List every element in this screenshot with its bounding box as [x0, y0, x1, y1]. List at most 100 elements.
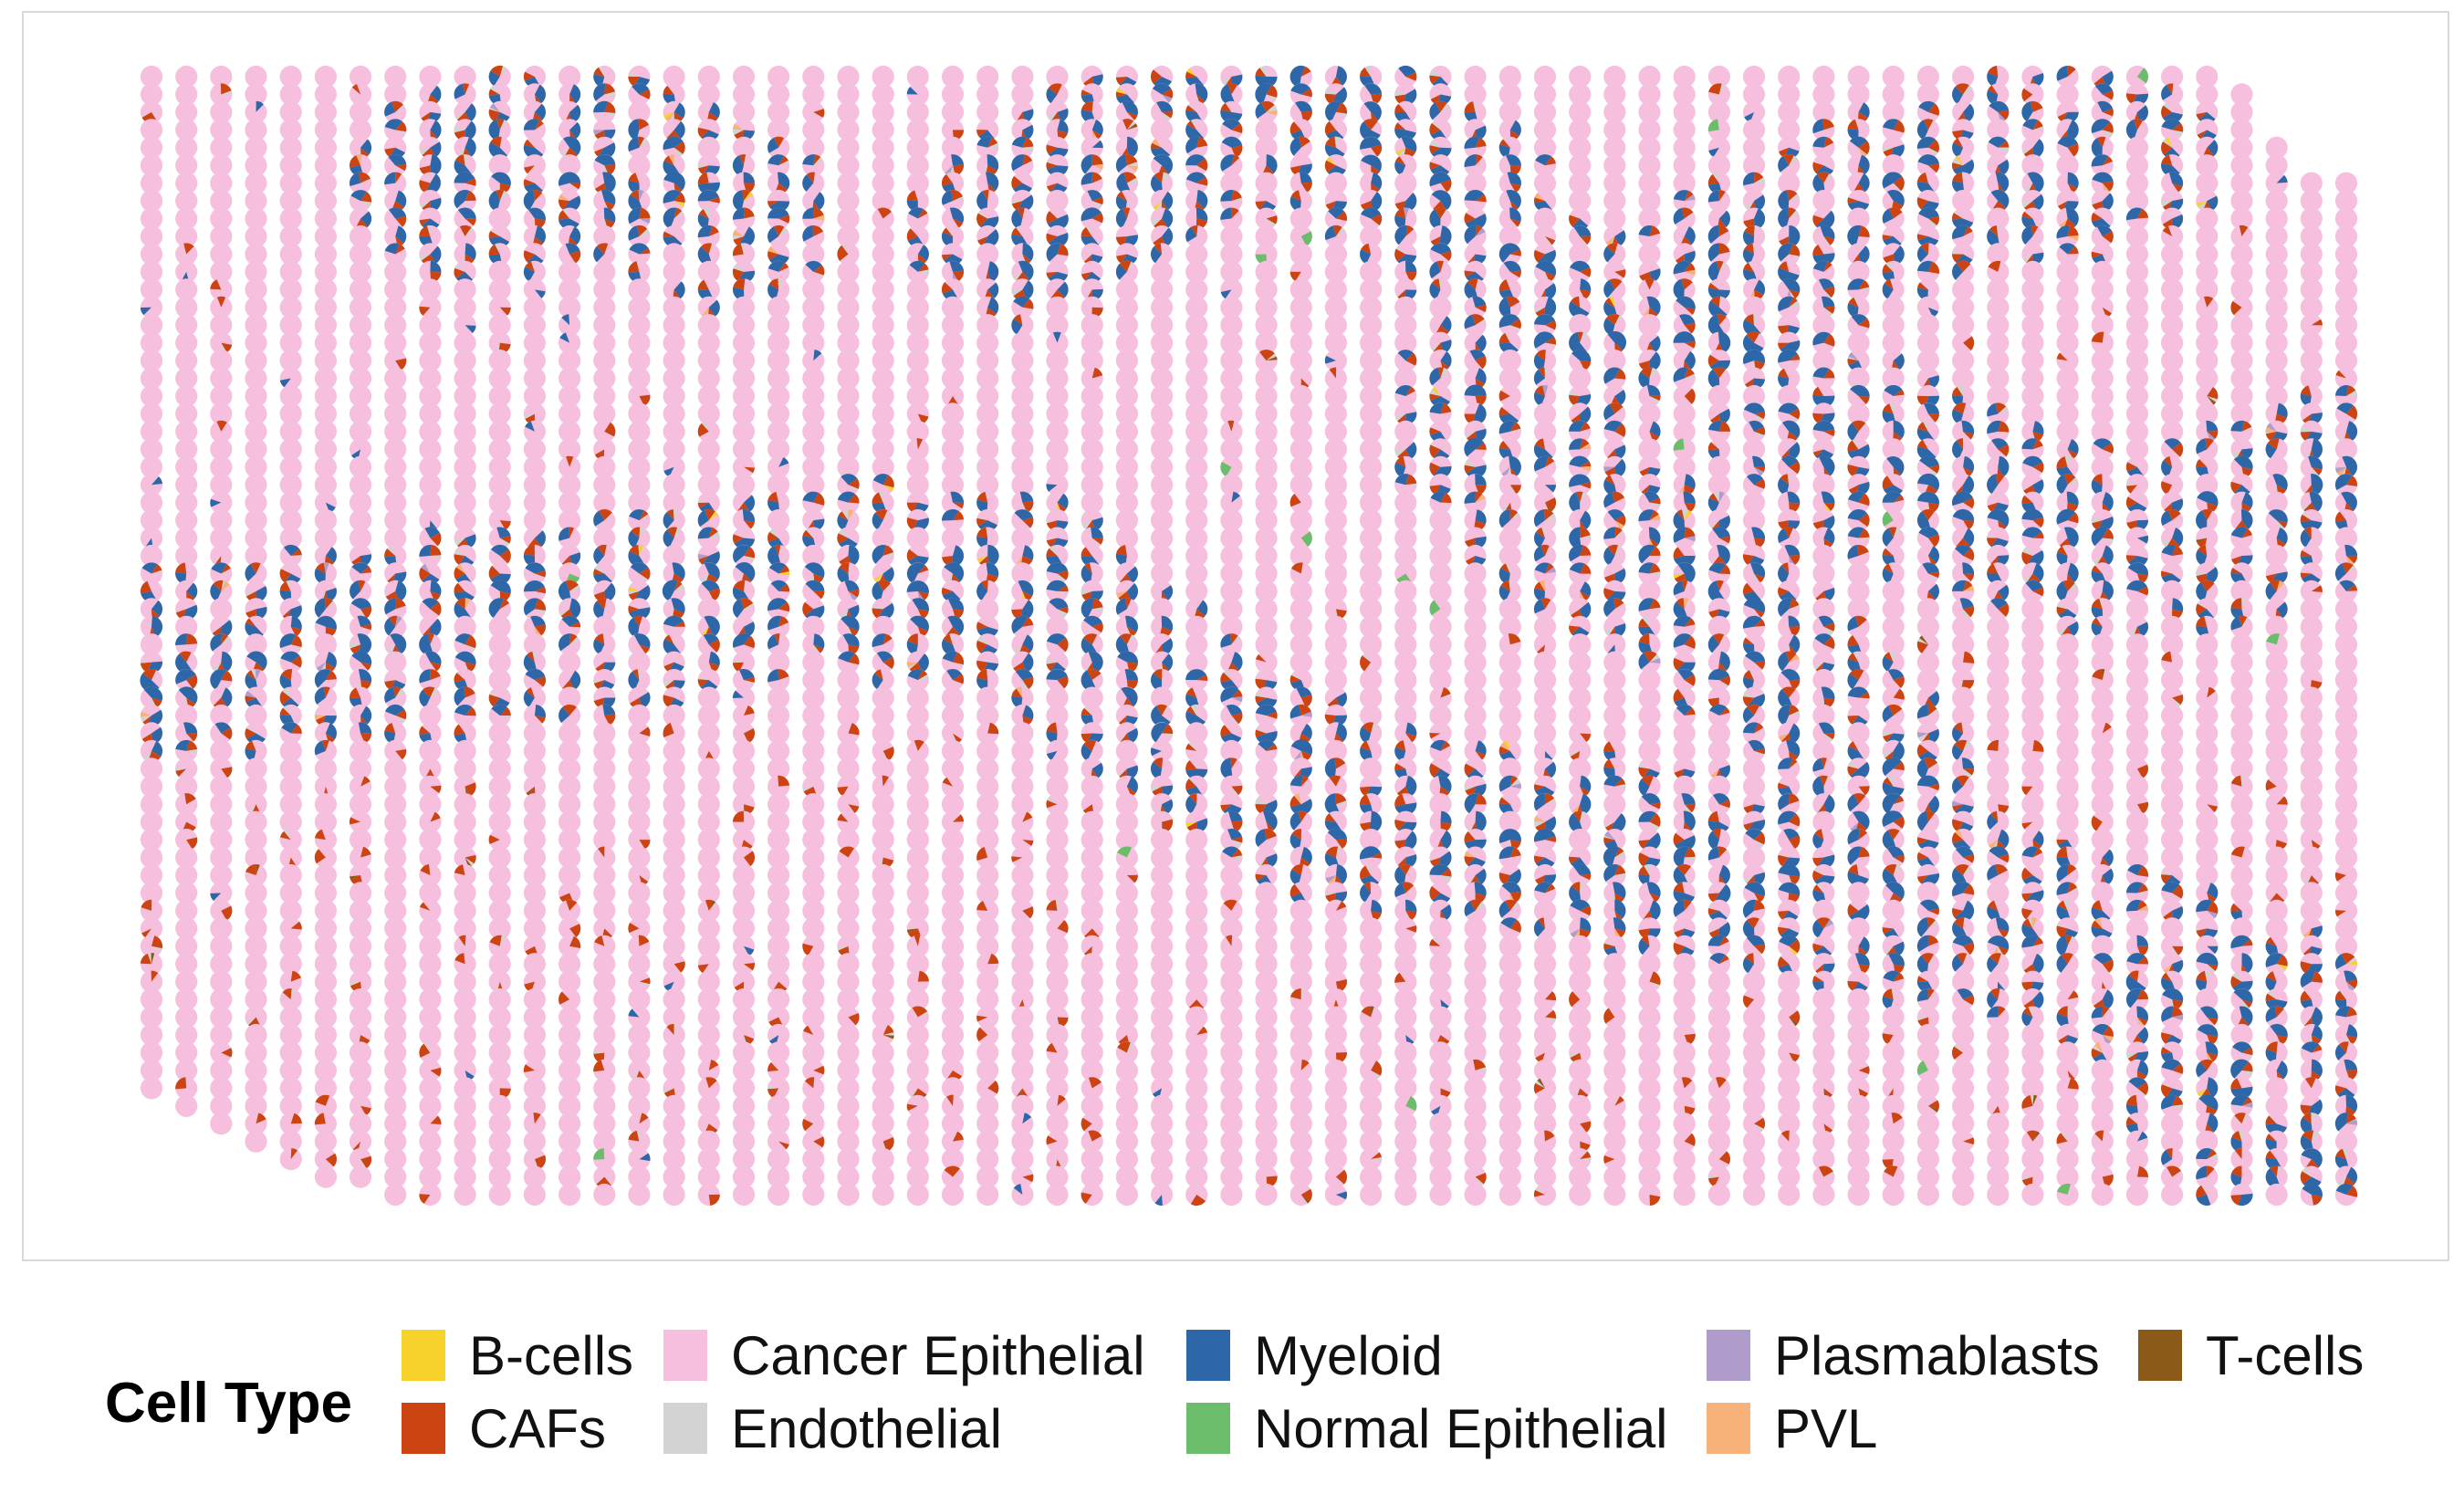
spot-slice-cancer-epithelial — [941, 83, 965, 106]
spot-pie — [1882, 100, 1905, 123]
spot-pie — [1882, 65, 1905, 89]
spot-pie — [697, 119, 720, 141]
spot-slice-cancer-epithelial — [837, 100, 860, 123]
spot-slice-cafs — [1429, 122, 1441, 135]
spot-slice-myeloid — [628, 119, 640, 141]
spot-slice-cafs — [2021, 88, 2033, 102]
spot-slice-cancer-epithelial — [1778, 83, 1801, 106]
spot-pie — [593, 83, 616, 106]
spot-slice-cancer-epithelial — [349, 65, 372, 89]
spot-pie — [1115, 100, 1138, 123]
spot-slice-myeloid — [1364, 83, 1383, 95]
spot-slice-cancer-epithelial — [245, 83, 267, 106]
spot-slice-cancer-epithelial — [941, 65, 965, 89]
spot-slice-pvl — [732, 123, 744, 131]
spot-pie — [175, 83, 198, 106]
spot-slice-myeloid — [1398, 65, 1416, 77]
spot-slice-myeloid — [1289, 65, 1305, 88]
spot-slice-myeloid — [1673, 331, 1696, 343]
spot-slice-cancer-epithelial — [419, 65, 442, 89]
spot-pie — [1707, 83, 1730, 106]
spot-slice-cafs — [1360, 67, 1372, 77]
spot-slice-cancer-epithelial — [767, 83, 790, 106]
spot-slice-cancer-epithelial — [245, 65, 267, 89]
spot-pie — [1185, 83, 1208, 106]
spot-pie — [941, 100, 965, 123]
spot-slice-cancer-epithelial — [1498, 65, 1521, 89]
spot-slice-cancer-epithelial — [1533, 83, 1557, 106]
spot-slice-cafs — [1324, 120, 1336, 135]
spot-slice-myeloid — [569, 121, 581, 139]
spot-pie — [1360, 119, 1383, 141]
spot-slice-myeloid — [732, 207, 745, 220]
spot-slice-myeloid — [1787, 491, 1801, 504]
spot-slice-cafs — [976, 130, 988, 137]
spot-slice-cancer-epithelial — [976, 83, 999, 106]
spot-slice-cancer-epithelial — [1916, 83, 1939, 106]
spot-slice-endothelial — [1259, 66, 1267, 77]
spot-slice-myeloid — [2021, 101, 2033, 122]
spot-slice-cancer-epithelial — [802, 119, 825, 141]
spot-slice-myeloid — [1509, 120, 1521, 136]
spot-slice-myeloid — [1255, 102, 1267, 119]
spot-slice-cancer-epithelial — [1638, 83, 1661, 106]
spot-slice-myeloid — [1580, 278, 1592, 291]
spot-pie — [349, 100, 372, 123]
spot-pie — [1151, 119, 1174, 141]
spot-pie — [1220, 83, 1243, 106]
spot-slice-cafs — [663, 85, 674, 95]
spot-pie — [1498, 100, 1521, 123]
spot-slice-myeloid — [2094, 83, 2113, 95]
spot-pie — [314, 119, 337, 141]
spot-slice-cancer-epithelial — [732, 100, 756, 123]
spot-pie — [1151, 83, 1174, 106]
spot-pie — [1394, 119, 1417, 141]
spot-slice-myeloid — [384, 172, 396, 185]
spot-slice-endothelial — [499, 66, 506, 77]
spot-pie — [906, 65, 929, 89]
spot-slice-cancer-epithelial — [279, 65, 302, 89]
spot-slice-cafs — [1150, 69, 1163, 84]
spot-pie — [1464, 65, 1487, 89]
spot-pie — [2230, 83, 2253, 106]
spot-slice-myeloid — [1405, 260, 1417, 273]
spot-slice-cafs — [1162, 111, 1174, 119]
spot-slice-myeloid — [430, 85, 442, 102]
spot-slice-myeloid — [1195, 83, 1208, 102]
spot-slice-cancer-epithelial — [1533, 100, 1557, 123]
spot-slice-myeloid — [1858, 102, 1870, 118]
spot-pie — [976, 65, 999, 89]
spot-slice-endothelial — [665, 130, 674, 139]
spot-slice-myeloid — [1360, 121, 1381, 141]
spot-slice-myeloid — [1752, 455, 1765, 467]
spot-slice-myeloid — [1475, 125, 1487, 141]
spot-pie — [628, 119, 651, 141]
spot-slice-cancer-epithelial — [802, 65, 825, 89]
spot-slice-endothelial — [732, 129, 744, 135]
spot-slice-myeloid — [1295, 100, 1312, 112]
spot-pie — [732, 100, 756, 123]
spot-slice-endothelial — [604, 91, 616, 99]
spot-slice-myeloid — [1220, 207, 1232, 220]
spot-slice-cancer-epithelial — [1046, 65, 1069, 89]
spot-slice-cancer-epithelial — [1638, 100, 1661, 123]
spot-slice-cancer-epithelial — [1569, 65, 1592, 89]
spot-slice-cancer-epithelial — [245, 100, 267, 123]
spot-slice-cancer-epithelial — [976, 100, 999, 123]
spot-pie — [279, 100, 302, 123]
spot-pie — [2161, 100, 2184, 123]
spot-pie — [837, 83, 860, 106]
spot-pie — [2056, 83, 2079, 106]
spot-slice-cafs — [496, 119, 505, 131]
spot-slice-cafs — [2102, 108, 2114, 117]
spot-slice-cancer-epithelial — [906, 119, 929, 141]
spot-slice-myeloid — [1963, 103, 1975, 123]
spot-slice-plasmablasts — [489, 103, 500, 112]
spot-slice-myeloid — [430, 260, 442, 273]
spot-pie — [2196, 65, 2219, 89]
spot-pie — [1289, 83, 1312, 106]
spot-pie — [245, 83, 267, 106]
spot-slice-myeloid — [593, 83, 606, 101]
spot-slice-endothelial — [1364, 66, 1372, 77]
spot-slice-plasmablasts — [1998, 111, 2006, 123]
